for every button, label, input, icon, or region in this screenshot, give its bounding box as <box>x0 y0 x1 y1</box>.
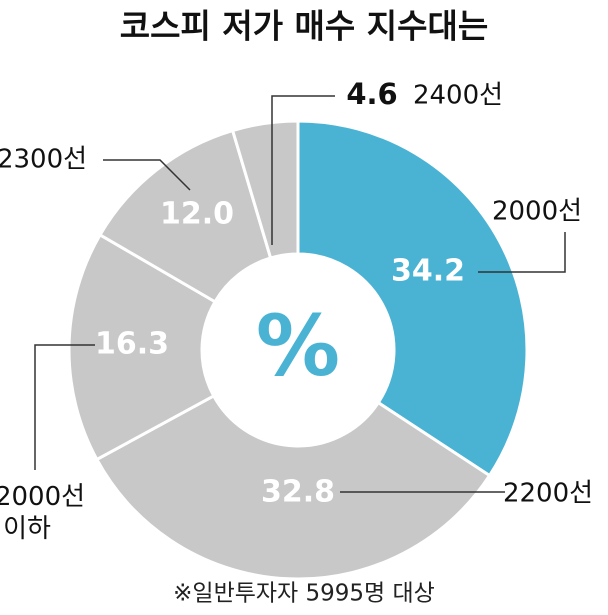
donut-slice <box>94 393 492 581</box>
value-label: 34.2 <box>391 254 465 289</box>
value-label: 4.6 <box>346 77 397 111</box>
category-label: 2000선 이하 <box>0 482 85 544</box>
donut-slice <box>230 119 300 260</box>
value-label: 16.3 <box>95 327 169 362</box>
category-label: 2300선 <box>0 145 87 175</box>
donut-slice <box>296 119 529 478</box>
category-label: 2000선 <box>492 197 582 227</box>
leader-line <box>103 159 191 191</box>
category-label: 2400선 <box>413 81 503 111</box>
donut-slice <box>97 128 273 304</box>
center-label: % <box>256 297 340 395</box>
value-label: 12.0 <box>160 197 234 232</box>
leader-line <box>478 232 566 273</box>
category-label: 2200선 <box>503 479 593 509</box>
value-label: 32.8 <box>261 475 335 510</box>
footnote: ※일반투자자 5995명 대상 <box>173 581 435 607</box>
chart-title: 코스피 저가 매수 지수대는 <box>120 7 488 46</box>
leader-line <box>34 344 95 470</box>
donut-slice <box>67 232 218 462</box>
leader-line <box>271 95 335 245</box>
